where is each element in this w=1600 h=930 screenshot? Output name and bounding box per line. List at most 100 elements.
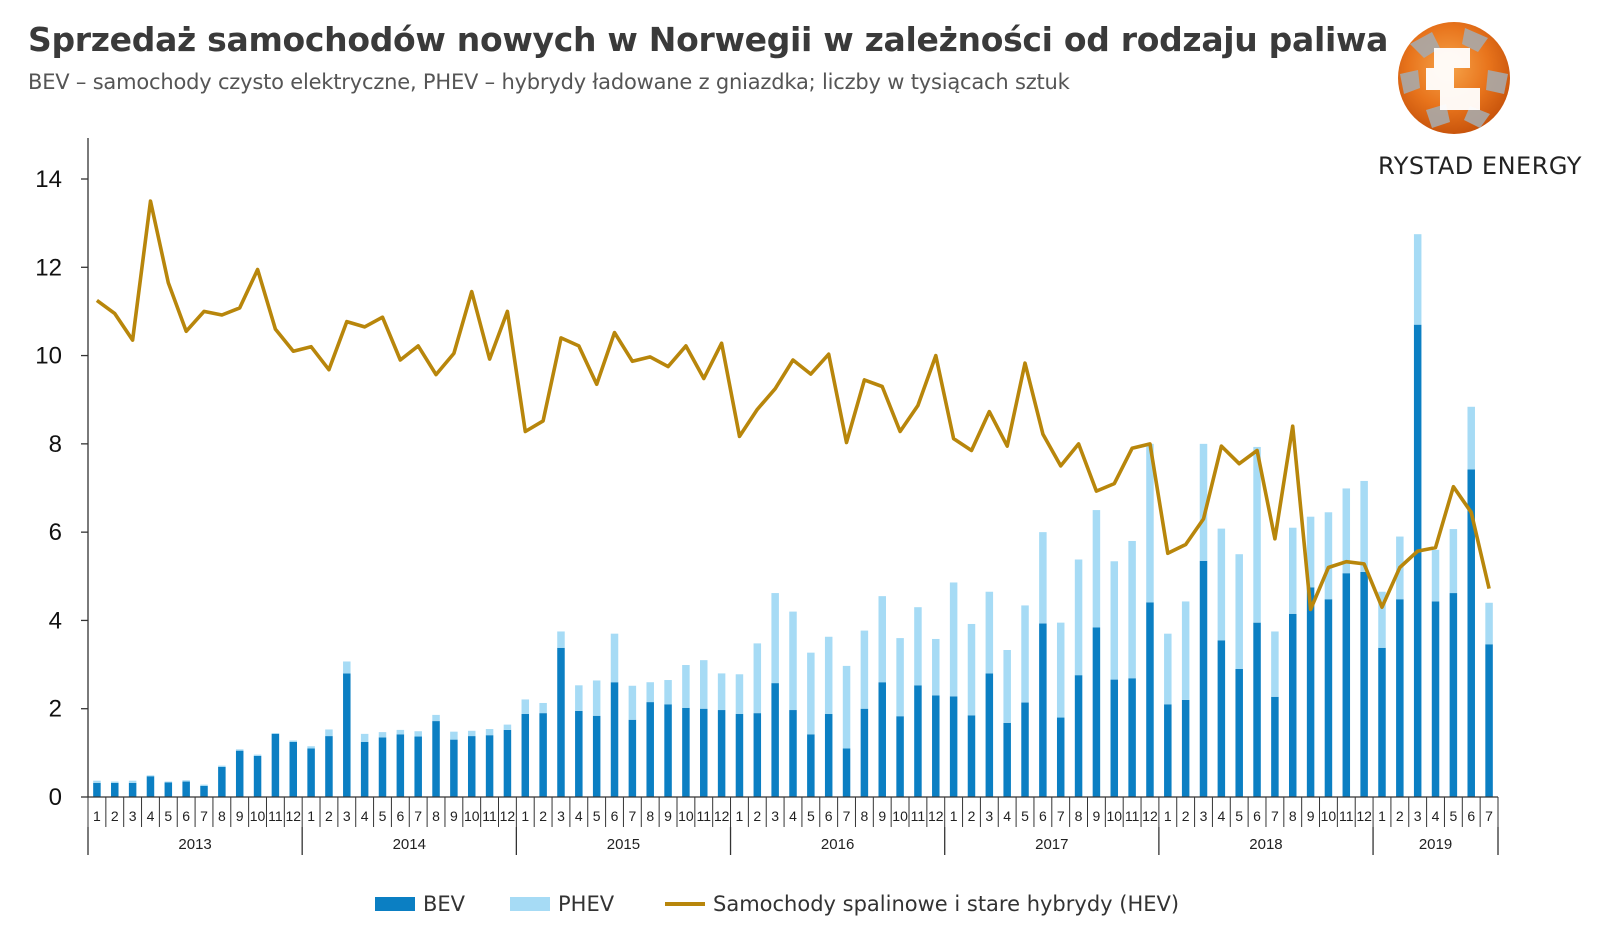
y-axis: 0 2 4 6 8 10 12 14 [35,138,89,811]
y-tick-label: 12 [35,254,62,281]
bar-phev [896,638,904,717]
bar-phev [235,749,244,751]
bar-phev [789,611,797,711]
bar-phev [1485,602,1493,645]
x-tick-label: 6 [611,808,619,824]
bar-bev [1342,573,1351,797]
x-tick-label: 4 [575,808,583,824]
x-tick-label: 7 [414,808,422,824]
bar-bev [1271,696,1279,797]
bar-bev [396,734,405,797]
x-tick-label: 9 [878,808,886,824]
x-tick-label: 9 [1307,808,1315,824]
x-tick-label: 8 [1289,808,1297,824]
bar-bev [521,714,530,797]
bar-phev [1271,631,1279,697]
bar-phev [307,746,315,749]
bar-phev [557,631,565,648]
bar-bev [967,715,976,797]
bar-bev [414,736,422,797]
x-tick-label: 2 [1396,808,1404,824]
bar-bev [1164,704,1172,797]
year-label: 2019 [1419,836,1452,853]
x-tick-label: 10 [250,808,266,824]
bar-phev [289,740,298,742]
bar-bev [1485,644,1493,797]
bar-phev [1217,528,1226,641]
x-tick-label: 3 [129,808,137,824]
bar-phev [1378,591,1386,648]
bar-phev [396,729,405,735]
bar-phev [1181,601,1190,700]
bar-phev [146,775,155,777]
x-tick-label: 5 [593,808,601,824]
bar-bev [128,782,137,797]
x-tick-label: 7 [628,808,636,824]
x-tick-label: 8 [1075,808,1083,824]
bar-bev [1217,640,1226,797]
bar-bev [146,776,155,797]
bar-phev [682,665,690,708]
x-tick-label: 10 [1321,808,1337,824]
bar-phev [253,754,262,756]
bars-layer [93,234,1493,797]
legend-swatch-bev [375,897,415,911]
bar-phev [93,780,101,783]
legend-swatch-phev [510,897,550,911]
bar-phev [1056,622,1065,718]
bar-phev [1288,527,1297,614]
bar-phev [1449,529,1458,594]
bar-phev [878,596,886,683]
logo-text: RYSTAD ENERGY [1378,152,1582,180]
bar-bev [646,702,654,797]
x-tick-label: 11 [696,808,711,824]
bar-phev [111,781,119,783]
bar-phev [1039,532,1047,624]
x-tick-label: 8 [646,808,654,824]
bar-bev [842,748,851,797]
chart-title: Sprzedaż samochodów nowych w Norwegii w … [28,20,1389,59]
y-tick-label: 6 [49,519,62,546]
x-tick-label: 9 [1093,808,1101,824]
legend-item-bev: BEV [375,892,465,916]
bar-bev [539,713,547,797]
x-tick-label: 2 [753,808,761,824]
bar-phev [1324,512,1333,600]
bar-bev [1413,324,1422,797]
x-tick-label: 3 [1200,808,1208,824]
x-tick-label: 7 [1057,808,1065,824]
y-tick-label: 8 [49,431,62,458]
bar-phev [1003,650,1011,723]
x-tick-label: 5 [379,808,387,824]
x-tick-label: 2 [325,808,333,824]
bar-phev [1146,443,1154,603]
bar-phev [1128,540,1136,679]
x-tick-label: 12 [1356,808,1372,824]
bar-bev [378,737,387,797]
bar-bev [1431,601,1440,797]
legend-swatch-hev [665,902,705,906]
bar-phev [1342,488,1351,574]
year-label: 2014 [393,836,426,853]
bar-phev [503,724,512,730]
x-tick-label: 3 [557,808,565,824]
bar-phev [485,729,494,736]
x-tick-label: 1 [521,808,529,824]
bar-bev [432,721,440,797]
x-tick-label: 7 [200,808,208,824]
bar-bev [1199,560,1208,797]
bar-bev [1074,675,1083,797]
x-tick-label: 6 [1467,808,1475,824]
bar-bev [1449,593,1458,797]
legend-label-phev: PHEV [558,892,615,916]
x-tick-label: 5 [807,808,815,824]
bar-phev [1253,446,1261,623]
bar-bev [1146,602,1154,797]
bar-phev [325,729,333,737]
x-tick-label: 8 [218,808,226,824]
year-label: 2015 [607,836,640,853]
bar-bev [1092,627,1101,797]
legend-item-phev: PHEV [510,892,614,916]
x-tick-label: 4 [147,808,155,824]
x-tick-label: 8 [432,808,440,824]
